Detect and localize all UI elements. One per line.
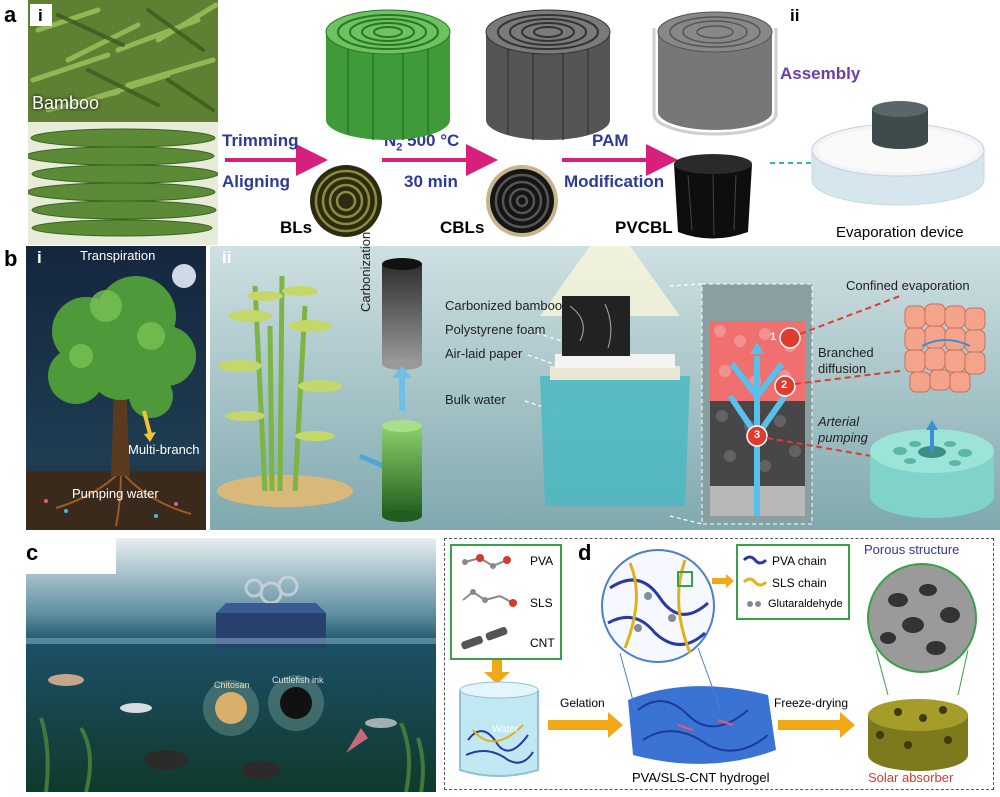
marker-1: 1 xyxy=(770,331,777,343)
legend-swatches xyxy=(742,555,768,607)
legend-pva-chain: PVA chain xyxy=(772,554,827,568)
legend-box xyxy=(736,544,850,620)
porous-sem-image xyxy=(867,563,977,696)
step-pam: PAM xyxy=(592,131,629,150)
carbon-roll-icon xyxy=(485,9,611,140)
chitosan-label: Chitosan xyxy=(214,680,250,690)
panel-c-letter: c xyxy=(26,540,39,565)
panel-a-letter: a xyxy=(4,2,17,27)
freeze-drying-label: Freeze-drying xyxy=(774,696,849,710)
pva-label: PVA xyxy=(530,554,554,568)
panel-c-letter-box xyxy=(22,538,66,568)
bls-label: BLs xyxy=(280,218,313,237)
pvcbl-roll-icon xyxy=(652,11,778,136)
panel-d-letter: d xyxy=(578,540,592,565)
tree-illustration xyxy=(26,246,206,530)
cnt-label: CNT xyxy=(530,636,555,650)
water-label: Water xyxy=(492,724,519,735)
transpiration-label: Transpiration xyxy=(80,248,156,263)
pvcbl-label: PVCBL xyxy=(615,218,673,237)
molecules-box xyxy=(450,544,562,660)
air-laid-paper-label: Air-laid paper xyxy=(445,346,523,361)
zoom-arrow xyxy=(712,574,734,588)
step-30min: 30 min xyxy=(404,172,458,191)
solar-absorber-label: Solar absorber xyxy=(868,770,954,785)
multi-branch-label: Multi-branch xyxy=(128,442,200,457)
cbls-cross-section xyxy=(486,165,558,237)
ocean-illustration xyxy=(26,538,436,792)
confined-evaporation-label: Confined evaporation xyxy=(846,278,970,293)
step-aligning: Aligning xyxy=(222,172,290,191)
bamboo-photo xyxy=(28,0,218,245)
hydrogel-process xyxy=(459,660,968,777)
hydrogel-label: PVA/SLS-CNT hydrogel xyxy=(632,770,770,785)
polystyrene-foam-label: Polystyrene foam xyxy=(445,322,546,337)
gelation-label: Gelation xyxy=(560,696,605,710)
bls-cross-section xyxy=(310,165,382,237)
bamboo-evaporator-diagram xyxy=(210,246,1000,530)
porous-structure-label: Porous structure xyxy=(864,542,960,557)
arterial-pumping-label-2: pumping xyxy=(818,430,868,445)
panel-a-sub-i: i xyxy=(38,6,43,25)
panel-b-letter: b xyxy=(4,246,18,271)
arterial-pumping-label-1: Arterial xyxy=(818,414,860,429)
branched-diffusion-label-1: Branched xyxy=(818,345,874,360)
legend-sls-chain: SLS chain xyxy=(772,576,827,590)
sls-label: SLS xyxy=(530,596,553,610)
carbonized-bamboo-label: Carbonized bamboo xyxy=(445,298,563,313)
assembly-label: Assembly xyxy=(780,64,861,83)
panel-a-sub-ii: ii xyxy=(790,6,800,25)
step-modification: Modification xyxy=(564,172,665,191)
legend-glutaraldehyde: Glutaraldehyde xyxy=(768,598,843,610)
bamboo-label: Bamboo xyxy=(32,93,100,113)
panel-b-sub-ii: ii xyxy=(222,248,232,267)
evaporation-device xyxy=(770,101,985,206)
process-arrows xyxy=(225,144,678,176)
bulk-water-label: Bulk water xyxy=(445,392,506,407)
green-roll-icon xyxy=(325,9,451,140)
pumping-water-label: Pumping water xyxy=(72,486,159,501)
cuttlefish-ink-label: Cuttlefish ink xyxy=(272,675,324,685)
carbonization-label: Carbonization xyxy=(358,231,373,312)
polymer-network-zoom xyxy=(601,549,721,709)
sub-i-box xyxy=(30,4,52,26)
step-trimming: Trimming xyxy=(222,131,299,150)
panel-b-sub-i: i xyxy=(37,248,42,267)
pvcbl-sample xyxy=(674,154,752,239)
evaporation-device-label: Evaporation device xyxy=(836,224,964,241)
panel-d-frame xyxy=(444,538,994,790)
marker-3: 3 xyxy=(754,429,761,441)
marker-2: 2 xyxy=(781,379,788,391)
molecule-icons xyxy=(461,554,517,650)
branched-diffusion-label-2: diffusion xyxy=(818,361,867,376)
cbls-label: CBLs xyxy=(440,218,485,237)
